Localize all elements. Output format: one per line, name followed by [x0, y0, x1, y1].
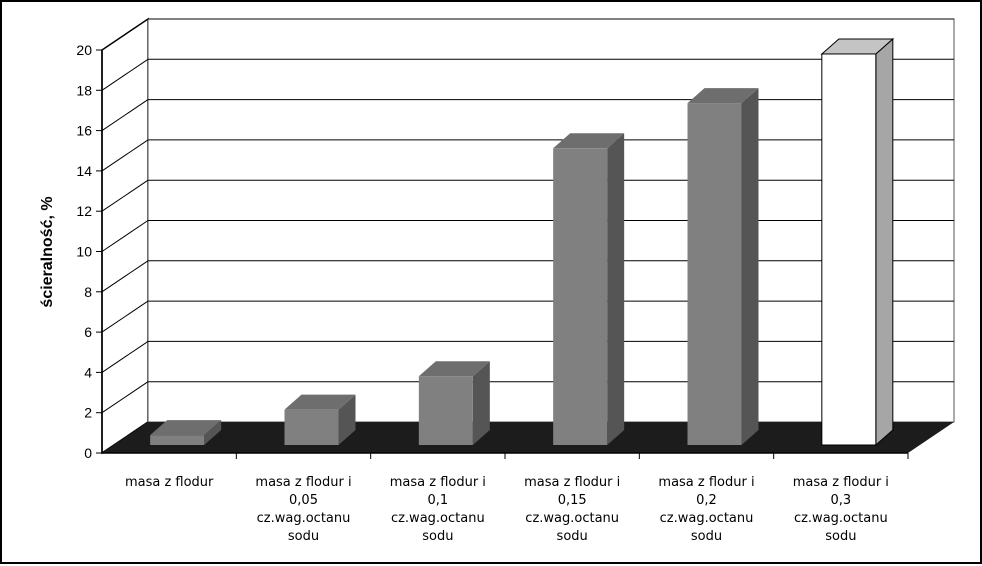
x-category-label: cz.wag.octanu [660, 511, 754, 526]
gridline-side [101, 58, 149, 91]
x-category-label: masa z flodur [125, 475, 214, 490]
bar [820, 37, 895, 447]
bar-front [150, 435, 205, 445]
bar-front [418, 376, 473, 445]
y-axis-ticks: 0 2 4 6 8 10 12 14 16 18 20 [76, 42, 102, 461]
gridline-side [101, 381, 149, 414]
y-tick-label: 0 [84, 445, 92, 461]
x-category-label: masa z flodur i [658, 475, 754, 490]
gridline-side [101, 99, 149, 132]
y-tick-label: 6 [84, 324, 92, 340]
bar-top [284, 394, 356, 410]
y-tick-label: 20 [76, 42, 92, 58]
x-category-label: cz.wag.octanu [525, 511, 619, 526]
y-tick-label: 10 [76, 244, 92, 260]
y-axis-label: ścieralność, % [39, 196, 56, 307]
gridline-side [101, 300, 149, 333]
bar-side [338, 394, 356, 445]
x-category-label: 0,15 [558, 493, 587, 508]
bar-front [553, 148, 608, 445]
bar-side [741, 88, 759, 445]
x-category-label: sodu [825, 529, 856, 544]
gridline-side [101, 139, 149, 172]
x-axis-labels: masa z flodur masa z flodur i 0,05 cz.wag.o… [125, 453, 909, 544]
gridline-side [101, 220, 149, 252]
y-tick-label: 14 [76, 163, 92, 179]
bar [553, 133, 625, 445]
x-category-label: 0,3 [830, 493, 851, 508]
bar [150, 420, 222, 445]
bar [284, 394, 356, 445]
x-category-label: 0,1 [427, 493, 448, 508]
x-category-label: masa z flodur i [390, 475, 486, 490]
y-tick-label: 12 [76, 203, 92, 219]
bar-front [687, 103, 742, 445]
bar-side [875, 37, 894, 447]
bar-top [418, 361, 490, 377]
gridlines [101, 18, 954, 414]
x-category-label: masa z flodur i [255, 475, 351, 490]
y-tick-label: 16 [76, 123, 92, 139]
bar-top [553, 133, 625, 149]
bar-front [284, 409, 339, 445]
x-category-label: masa z flodur i [524, 475, 620, 490]
x-category-label: sodu [557, 529, 588, 544]
x-category-label: cz.wag.octanu [257, 511, 351, 526]
x-category-label: cz.wag.octanu [391, 511, 485, 526]
y-tick-label: 4 [84, 364, 92, 380]
bar-side [472, 361, 490, 445]
y-tick-label: 2 [84, 405, 92, 421]
x-category-label: sodu [422, 529, 453, 544]
bar-side [607, 133, 625, 445]
bar [687, 88, 759, 445]
x-category-label: sodu [691, 529, 722, 544]
x-category-label: sodu [288, 529, 319, 544]
bar-top [687, 88, 759, 104]
gridline-side [101, 340, 149, 373]
bar [418, 361, 490, 445]
bar-side [204, 420, 222, 445]
x-category-label: cz.wag.octanu [794, 511, 888, 526]
gridline-side [101, 179, 149, 212]
bars [150, 37, 895, 447]
y-tick-label: 18 [76, 82, 92, 98]
x-category-label: masa z flodur i [793, 475, 889, 490]
bar-top [150, 420, 222, 436]
gridline-side [101, 18, 149, 51]
bar-front [821, 53, 877, 446]
x-category-label: 0,2 [696, 493, 717, 508]
x-category-label: 0,05 [289, 493, 318, 508]
gridline-side [101, 260, 149, 293]
y-tick-label: 8 [84, 284, 92, 300]
